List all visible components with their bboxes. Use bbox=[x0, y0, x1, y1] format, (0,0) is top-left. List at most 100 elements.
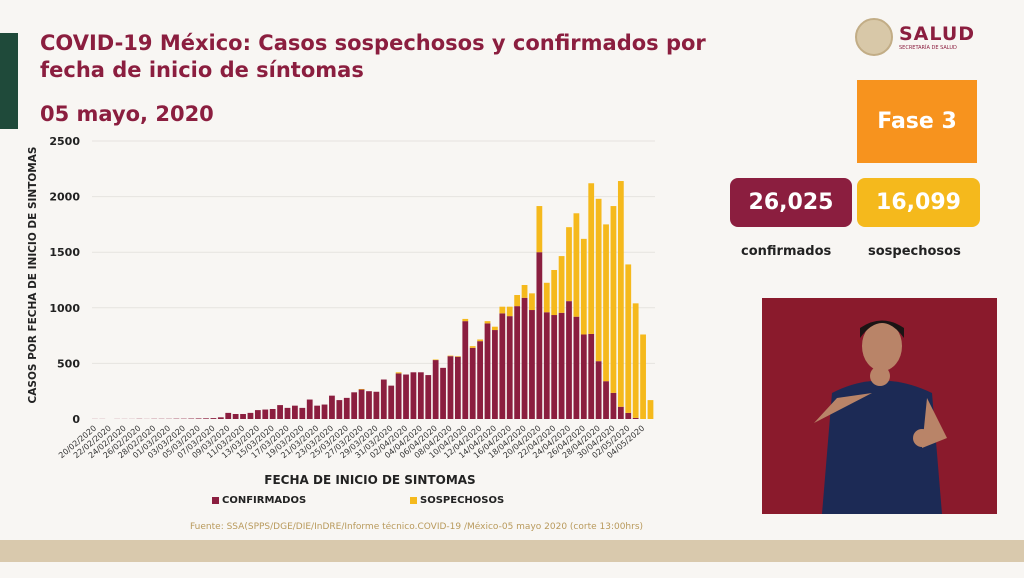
bar-suspected bbox=[588, 183, 595, 334]
bar-suspected bbox=[610, 206, 617, 393]
bar-confirmed bbox=[195, 418, 202, 419]
bar-confirmed bbox=[558, 312, 565, 419]
bar-confirmed bbox=[306, 399, 313, 419]
bar-suspected bbox=[469, 346, 476, 348]
bar-confirmed bbox=[588, 333, 595, 419]
bar-confirmed bbox=[373, 391, 380, 419]
phase-badge: Fase 3 bbox=[857, 80, 977, 163]
bar-confirmed bbox=[395, 373, 402, 419]
bar-confirmed bbox=[277, 405, 283, 419]
bar-suspected bbox=[499, 306, 506, 314]
bar-confirmed bbox=[617, 406, 624, 419]
bar-confirmed bbox=[543, 312, 550, 419]
bar-confirmed bbox=[521, 297, 528, 419]
bar-suspected bbox=[492, 326, 498, 331]
bar-suspected bbox=[617, 181, 624, 407]
bar-suspected bbox=[454, 356, 461, 357]
bar-confirmed bbox=[203, 418, 209, 419]
bar-confirmed bbox=[343, 397, 350, 419]
sign-language-video bbox=[762, 298, 997, 514]
legend-confirmed: CONFIRMADOS bbox=[212, 495, 306, 506]
bar-confirmed bbox=[232, 413, 239, 419]
bar-confirmed bbox=[336, 400, 343, 419]
bar-suspected bbox=[506, 306, 513, 317]
y-axis-title: CASOS POR FECHA DE INICIO DE SINTOMAS bbox=[27, 147, 39, 404]
bar-confirmed bbox=[366, 391, 372, 419]
bar-confirmed bbox=[492, 330, 498, 419]
bar-confirmed bbox=[603, 381, 609, 419]
bar-confirmed bbox=[321, 404, 328, 419]
bar-confirmed bbox=[388, 385, 395, 419]
x-axis-title: FECHA DE INICIO DE SINTOMAS bbox=[264, 473, 475, 487]
seal-icon bbox=[855, 18, 893, 56]
salud-logo: SALUD SECRETARÍA DE SALUD bbox=[855, 18, 975, 56]
legend-suspected: SOSPECHOSOS bbox=[410, 495, 504, 506]
bar-confirmed bbox=[432, 360, 439, 419]
bar-confirmed bbox=[403, 374, 409, 419]
bar-confirmed bbox=[447, 356, 454, 419]
bar-confirmed bbox=[573, 316, 580, 419]
bar-confirmed bbox=[269, 408, 276, 419]
bar-suspected bbox=[462, 318, 469, 322]
bar-confirmed bbox=[625, 412, 632, 419]
bar-suspected bbox=[358, 388, 365, 390]
bar-confirmed bbox=[454, 356, 461, 419]
bar-suspected bbox=[632, 303, 639, 418]
y-tick-label: 2500 bbox=[49, 135, 80, 148]
bar-suspected bbox=[529, 293, 535, 311]
bar-confirmed bbox=[217, 417, 224, 419]
bar-confirmed bbox=[551, 315, 558, 419]
bar-confirmed bbox=[329, 395, 335, 419]
bar-confirmed bbox=[425, 375, 432, 419]
bar-suspected bbox=[432, 359, 439, 361]
footer-strip bbox=[0, 540, 1024, 562]
bar-confirmed bbox=[262, 409, 269, 419]
bar-confirmed bbox=[566, 301, 572, 419]
confirmed-total: 26,025 bbox=[730, 178, 852, 227]
bar-suspected bbox=[603, 224, 609, 382]
logo-name: SALUD bbox=[899, 23, 976, 45]
y-tick-label: 1000 bbox=[49, 302, 80, 315]
bar-confirmed bbox=[632, 417, 639, 419]
suspected-label: sospechosos bbox=[868, 244, 961, 259]
bar-confirmed bbox=[314, 405, 321, 419]
bar-suspected bbox=[514, 295, 521, 307]
bar-confirmed bbox=[417, 372, 424, 419]
bar-suspected bbox=[447, 355, 454, 357]
bar-suspected bbox=[566, 227, 572, 302]
bar-confirmed bbox=[240, 413, 246, 419]
bar-chart: CASOS POR FECHA DE INICIO DE SINTOMAS FE… bbox=[27, 135, 655, 487]
bar-confirmed bbox=[299, 407, 306, 419]
suspected-total: 16,099 bbox=[857, 178, 980, 227]
y-tick-label: 0 bbox=[72, 413, 80, 426]
y-tick-label: 1500 bbox=[49, 246, 80, 259]
bar-confirmed bbox=[580, 334, 587, 419]
logo-subtitle: SECRETARÍA DE SALUD bbox=[899, 45, 957, 51]
accent-bar bbox=[0, 33, 18, 129]
source-note: Fuente: SSA(SPPS/DGE/DIE/InDRE/Informe t… bbox=[190, 522, 644, 532]
bar-suspected bbox=[640, 334, 646, 419]
bar-suspected bbox=[558, 256, 565, 313]
bar-suspected bbox=[521, 285, 528, 298]
bar-confirmed bbox=[225, 412, 232, 419]
bar-confirmed bbox=[506, 316, 513, 419]
y-tick-label: 2000 bbox=[49, 191, 80, 204]
bar-confirmed bbox=[469, 347, 476, 419]
y-tick-label: 500 bbox=[57, 357, 80, 370]
bar-suspected bbox=[551, 269, 558, 316]
bar-confirmed bbox=[595, 361, 602, 419]
bar-confirmed bbox=[380, 379, 387, 419]
bar-confirmed bbox=[477, 341, 483, 419]
bar-suspected bbox=[543, 282, 550, 313]
bar-suspected bbox=[647, 400, 654, 419]
bar-suspected bbox=[595, 198, 602, 362]
bar-suspected bbox=[395, 372, 402, 374]
bar-suspected bbox=[484, 321, 491, 324]
bar-suspected bbox=[625, 264, 632, 413]
bar-confirmed bbox=[410, 372, 417, 419]
bar-confirmed bbox=[284, 407, 291, 419]
bar-confirmed bbox=[529, 310, 535, 419]
bar-suspected bbox=[573, 213, 580, 317]
confirmed-label: confirmados bbox=[741, 244, 832, 259]
interpreter-figure bbox=[814, 320, 947, 514]
